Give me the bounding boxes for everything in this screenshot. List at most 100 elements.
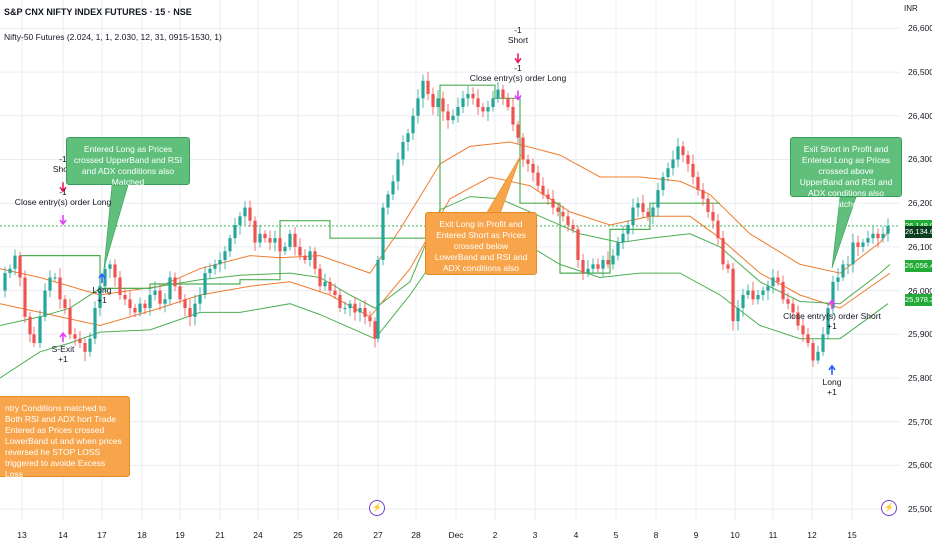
candle-body: [886, 225, 890, 234]
candle-body: [586, 268, 590, 274]
candle-body: [551, 198, 555, 208]
candle-body: [3, 273, 7, 291]
candle-body: [756, 294, 760, 300]
signal-label-line1: -1: [59, 154, 67, 165]
signal-label-line1: -1: [514, 62, 522, 73]
candle-body: [456, 107, 460, 116]
candle-body: [581, 260, 585, 274]
x-tick-label: 12: [807, 530, 817, 540]
candle-body: [406, 133, 410, 143]
signal-arrow-up: [828, 364, 836, 375]
candle-body: [616, 242, 620, 256]
event-icon-1[interactable]: ⚡: [369, 500, 385, 516]
candle-body: [441, 98, 445, 112]
candle-body: [786, 299, 790, 304]
candle-body: [273, 238, 277, 243]
candle-body: [188, 308, 192, 317]
x-tick-label: Dec: [448, 530, 464, 540]
x-tick-label: 26: [333, 530, 343, 540]
candle-body: [113, 264, 117, 278]
candle-body: [546, 194, 550, 199]
candle-body: [676, 146, 680, 160]
candle-body: [541, 185, 545, 195]
signal-label-line1: -1: [59, 187, 67, 198]
candle-body: [298, 246, 302, 256]
currency-label: INR: [904, 4, 918, 13]
x-tick-label: 2: [492, 530, 498, 540]
signal-arrow-down: [59, 215, 67, 226]
candle-body: [746, 290, 750, 295]
candle-body: [253, 220, 257, 243]
candle-body: [731, 268, 735, 322]
signal-arrow-up: [98, 272, 106, 284]
candle-body: [691, 163, 695, 177]
step-green-band: [20, 84, 720, 289]
signal-arrow-up: [828, 298, 836, 310]
candle-body: [133, 308, 137, 313]
x-tick-label: 15: [847, 530, 857, 540]
candle-body: [208, 268, 212, 274]
candle-body: [93, 308, 97, 339]
candle-body: [716, 220, 720, 239]
candle-body: [343, 308, 347, 310]
signal-label: -1 Short: [53, 154, 73, 174]
candle-body: [806, 334, 810, 344]
candle-body: [781, 281, 785, 300]
candle-body: [108, 264, 112, 269]
candle-body: [856, 242, 860, 247]
signal-label-line2: Close entry(s) order Long: [469, 72, 567, 83]
candle-body: [801, 325, 805, 335]
candle-body: [626, 225, 630, 234]
x-tick-label: 14: [58, 530, 68, 540]
candle-body: [218, 260, 222, 265]
candle-body: [466, 93, 470, 99]
signal-arrow-up: [59, 331, 67, 343]
candle-body: [318, 268, 322, 287]
signal-label: -1 Short: [508, 25, 528, 45]
y-tick-label: 25,900.00: [908, 329, 932, 340]
signal-arrow-down: [514, 53, 522, 64]
candle-body: [836, 277, 840, 282]
signal-label-line1: S-Exit: [51, 344, 75, 355]
x-tick-label: 24: [253, 530, 263, 540]
candle-body: [368, 316, 372, 322]
candle-body: [118, 277, 122, 295]
candle-body: [521, 137, 525, 160]
candle-body: [248, 207, 252, 221]
candle-body: [258, 233, 262, 243]
event-icon-2[interactable]: ⚡: [881, 500, 897, 516]
x-tick-label: 11: [768, 530, 778, 540]
candle-body: [18, 255, 22, 278]
price-tag: 26,056.45: [905, 259, 932, 272]
candle-body: [511, 107, 515, 125]
candle-body: [288, 233, 292, 247]
candle-body: [666, 168, 670, 177]
indicator-legend[interactable]: Nifty-50 Futures (2.024, 1, 1, 2.030, 12…: [4, 32, 222, 42]
candle-body: [28, 316, 32, 335]
candle-body: [841, 264, 845, 278]
candle-body: [566, 216, 570, 226]
candle-body: [851, 242, 855, 265]
candle-body: [646, 211, 650, 217]
candle-body: [576, 229, 580, 260]
candle-body: [491, 98, 495, 108]
candle-body: [751, 290, 755, 300]
candle-body: [451, 115, 455, 121]
candle-body: [43, 290, 47, 317]
signal-label-line2: +1: [827, 321, 837, 332]
y-tick-label: 26,400.00: [908, 110, 932, 121]
y-tick-label: 25,700.00: [908, 416, 932, 427]
x-tick-label: 5: [613, 530, 619, 540]
chart-title[interactable]: S&P CNX NIFTY INDEX FUTURES · 15 · NSE: [4, 7, 192, 17]
signal-label: Long +1: [823, 377, 842, 397]
signal-label: -1 Close entry(s) order Long: [15, 187, 111, 207]
candle-body: [871, 233, 875, 239]
candle-body: [831, 281, 835, 309]
y-tick-label: 26,000.00: [908, 285, 932, 296]
candle-body: [213, 264, 217, 269]
y-tick-label: 26,100.00: [908, 241, 932, 252]
signal-label: S-Exit +1: [52, 344, 75, 364]
x-tick-label: 19: [175, 530, 185, 540]
candle-body: [53, 277, 57, 279]
